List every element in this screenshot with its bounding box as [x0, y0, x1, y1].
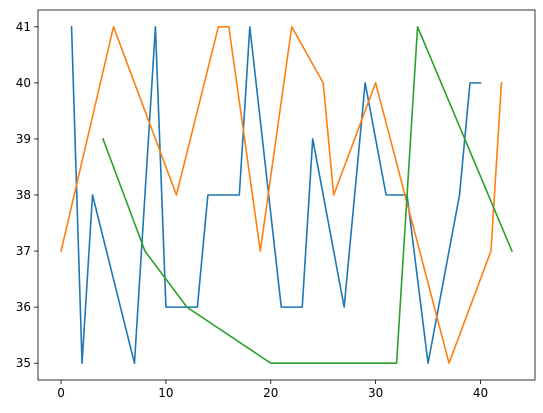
y-tick-label: 39: [16, 132, 31, 146]
series-line-3: [101, 26, 513, 364]
x-tick-label: 20: [263, 386, 278, 400]
plot-area-background: [38, 10, 535, 380]
series-line-1: [70, 25, 482, 364]
x-tick-label: 0: [57, 386, 65, 400]
y-tick-label: 37: [16, 244, 31, 258]
x-tick-label: 40: [473, 386, 488, 400]
x-tick-label: 30: [368, 386, 383, 400]
series-line-2: [60, 26, 503, 364]
y-tick-label: 36: [16, 300, 31, 314]
y-tick-label: 35: [16, 356, 31, 370]
y-tick-label: 41: [16, 20, 31, 34]
y-tick-label: 40: [16, 76, 31, 90]
axes-layer: 0 10 20 30 40 35 36 37 38 39 40 41: [16, 9, 536, 400]
series-layer: [60, 25, 513, 364]
plot-frame: [37, 9, 536, 381]
y-tick-label: 38: [16, 188, 31, 202]
x-tick-label: 10: [158, 386, 173, 400]
